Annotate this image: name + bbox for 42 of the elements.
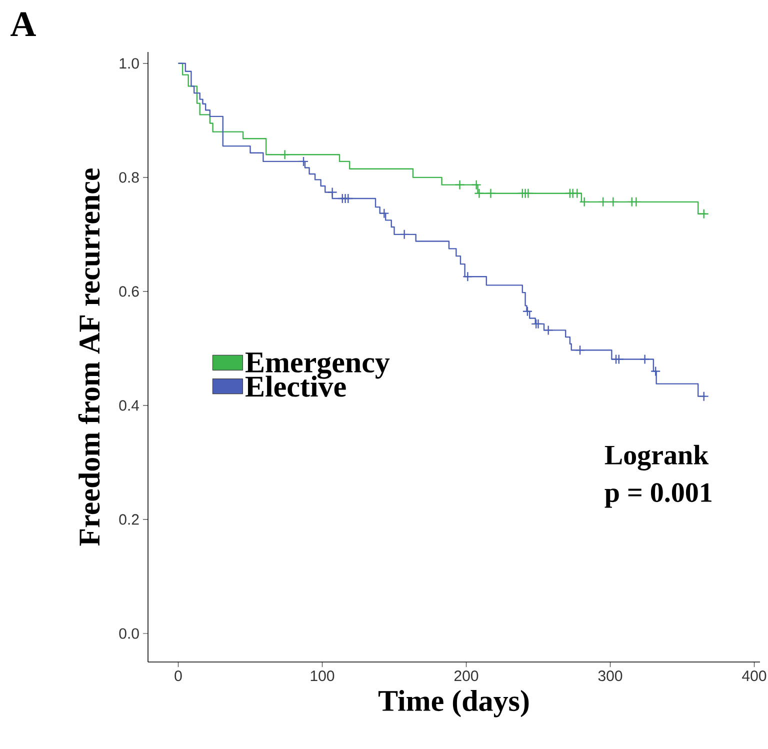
chart-title: A: [10, 12, 36, 36]
y-tick-label: 0.4: [119, 400, 140, 411]
point: [614, 354, 624, 364]
y-tick-label: 0.8: [119, 172, 139, 183]
point: [486, 188, 496, 198]
point: [462, 272, 473, 282]
point: [343, 193, 354, 204]
point: [522, 306, 533, 316]
point: [574, 345, 586, 356]
y-tick-label: 0.6: [119, 286, 139, 297]
point: [579, 196, 590, 208]
point: [454, 180, 465, 190]
y-tick-label: 0.2: [119, 514, 139, 525]
point: [598, 196, 608, 208]
x-tick-label: 0: [174, 670, 182, 682]
point: [327, 187, 338, 198]
point: [533, 318, 544, 330]
x-tick-label: 100: [310, 670, 334, 682]
x-axis-title: Time (days): [378, 690, 529, 718]
point: [298, 156, 309, 167]
point: [474, 188, 484, 198]
point: [543, 325, 554, 336]
point: [698, 391, 709, 402]
point: [650, 366, 661, 376]
x-tick-label: 400: [742, 670, 766, 682]
y-tick-label: 1.0: [120, 58, 139, 69]
annotation: p = 0.001: [604, 483, 712, 508]
point: [572, 188, 582, 198]
point: [640, 354, 650, 364]
point: [631, 196, 642, 208]
point: [280, 150, 290, 160]
x-tick-label: 300: [598, 670, 622, 682]
y-axis-title: Freedom from AF recurrence: [78, 168, 100, 546]
point: [399, 229, 410, 240]
annotation: Logrank: [604, 444, 709, 470]
y-tick-label: 0.0: [119, 628, 139, 639]
point: [471, 180, 482, 190]
point: [523, 188, 534, 198]
point: [698, 208, 709, 219]
point: [608, 196, 618, 208]
x-tick-label: 200: [454, 670, 478, 682]
point: [379, 208, 390, 218]
